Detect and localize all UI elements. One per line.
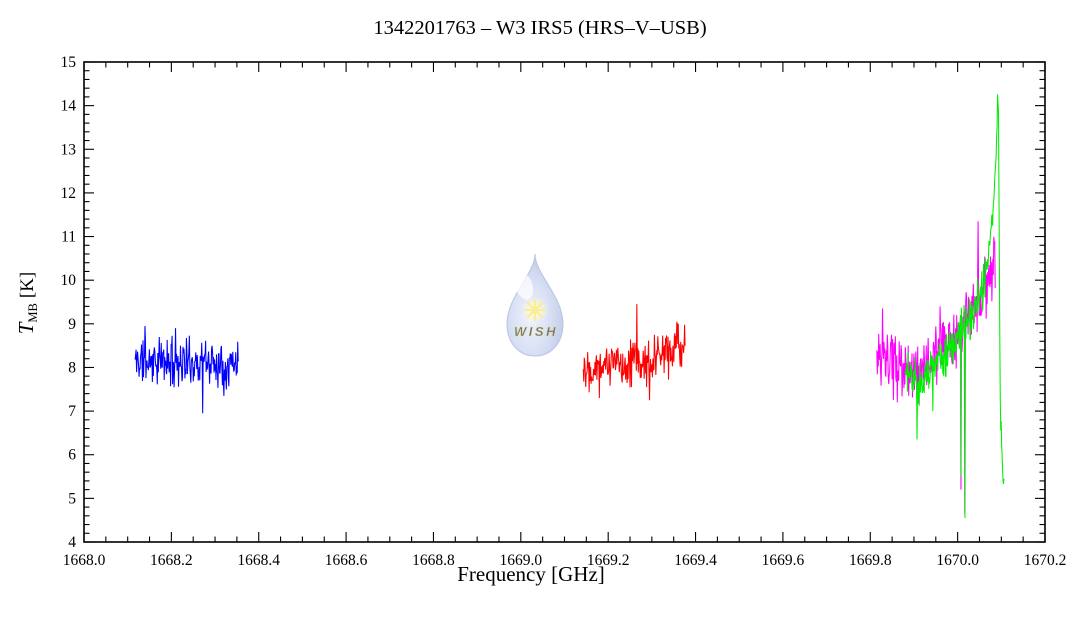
y-tick-label: 10 — [61, 272, 77, 289]
y-tick-label: 8 — [68, 359, 76, 376]
y-minor-ticks — [84, 70, 1045, 534]
x-tick-label: 1669.2 — [587, 552, 630, 569]
y-tick-label: 12 — [61, 185, 77, 202]
y-tick-label: 11 — [61, 229, 76, 246]
y-axis-label: TMB [K] — [14, 272, 40, 335]
wish-watermark: WISH — [506, 253, 564, 357]
y-axis-label-unit: [K] — [17, 272, 38, 298]
data-series — [134, 94, 1005, 519]
x-tick-label: 1668.8 — [412, 552, 455, 569]
axes — [83, 61, 1046, 543]
x-tick-label: 1668.2 — [150, 552, 193, 569]
chart-title: 1342201763 – W3 IRS5 (HRS–V–USB) — [373, 17, 706, 39]
y-tick-label: 7 — [68, 403, 76, 420]
y-tick-label: 9 — [68, 316, 76, 333]
x-tick-label: 1668.4 — [237, 552, 280, 569]
y-axis-label-subscript: MB — [26, 303, 40, 322]
y-tick-label: 15 — [61, 54, 77, 71]
x-axis-label: Frequency [GHz] — [457, 562, 605, 586]
spectrum-segment-red — [582, 304, 686, 401]
x-tick-label: 1670.0 — [936, 552, 979, 569]
watermark-label: WISH — [514, 324, 558, 339]
x-tick-label: 1668.0 — [63, 552, 106, 569]
x-tick-label: 1669.4 — [674, 552, 717, 569]
y-tick-label: 13 — [61, 141, 77, 158]
y-tick-label: 5 — [68, 490, 76, 507]
x-tick-label: 1668.6 — [325, 552, 368, 569]
x-minor-ticks — [105, 62, 1024, 542]
x-tick-label: 1670.2 — [1024, 552, 1067, 569]
tick-labels: 1668.0 1668.2 1668.4 1668.6 1668.8 1669.0 1669… — [61, 54, 1067, 569]
star-icon — [523, 298, 547, 322]
drop-highlight — [514, 272, 534, 300]
y-axis-label-symbol: T — [14, 321, 38, 334]
x-tick-label: 1669.8 — [849, 552, 892, 569]
y-tick-label: 6 — [68, 447, 76, 464]
spectrum-segment-green — [904, 94, 1005, 519]
x-tick-label: 1669.0 — [500, 552, 543, 569]
x-tick-label: 1669.6 — [762, 552, 805, 569]
spectrum-segment-magenta — [876, 221, 996, 514]
y-tick-label: 4 — [68, 534, 76, 551]
spectrum-segment-blue — [134, 325, 239, 414]
plot-frame — [83, 61, 1046, 543]
x-major-ticks — [83, 62, 1046, 542]
y-major-ticks — [84, 61, 1045, 543]
y-tick-label: 14 — [61, 98, 77, 115]
